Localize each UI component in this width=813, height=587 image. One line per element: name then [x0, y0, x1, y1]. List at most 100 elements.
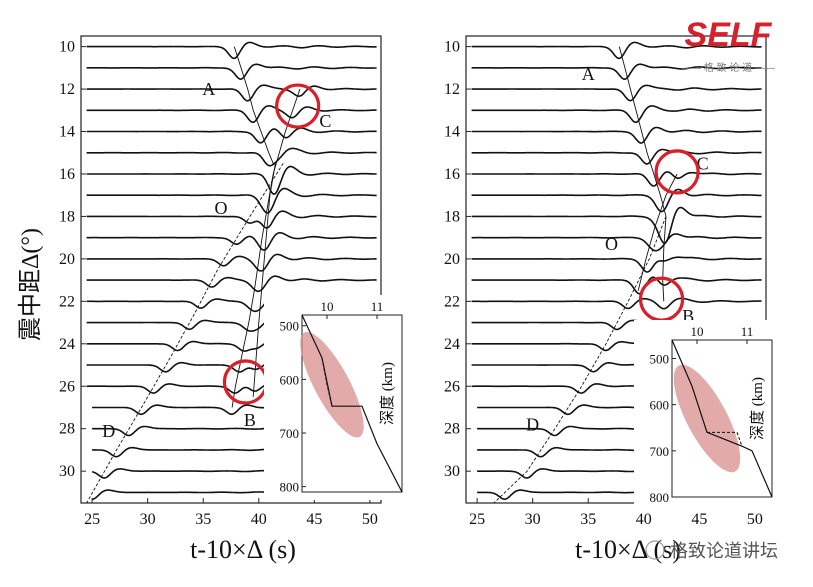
- inset-x-tick-label: 11: [371, 299, 384, 314]
- travel-time-branch: [493, 216, 667, 504]
- y-tick-label: 22: [444, 293, 460, 310]
- y-tick-label: 10: [444, 39, 460, 56]
- x-tick-label: 40: [636, 511, 652, 528]
- travel-time-branch: [637, 173, 678, 291]
- y-tick-label: 16: [444, 166, 460, 183]
- x-tick-label: 45: [306, 511, 322, 528]
- branch-label: C: [319, 111, 331, 131]
- branch-label: B: [244, 410, 256, 430]
- seismic-trace: [471, 63, 762, 80]
- seismic-trace: [86, 165, 377, 195]
- seismic-trace: [86, 63, 377, 81]
- x-tick-label: 40: [251, 511, 267, 528]
- seismic-trace: [86, 127, 377, 144]
- inset-x-tick-label: 10: [691, 324, 704, 339]
- y-tick-label: 24: [59, 336, 75, 353]
- slab-ellipse: [300, 331, 364, 438]
- seismic-trace: [471, 105, 762, 124]
- inset-y-tick-label: 800: [650, 490, 670, 505]
- x-tick-label: 45: [691, 511, 707, 528]
- inset-x-tick-label: 10: [321, 299, 334, 314]
- x-tick-label: 35: [195, 511, 211, 528]
- travel-time-branch: [86, 163, 284, 504]
- branch-label: D: [526, 414, 539, 434]
- plot-frame: [80, 35, 382, 504]
- seismic-trace: [471, 233, 762, 252]
- inset-y-tick-label: 500: [650, 351, 670, 366]
- x-axis-label: t-10×Δ (s): [575, 535, 681, 564]
- x-tick-label: 50: [747, 511, 763, 528]
- panel-right: 25 30 35 40 45 50 10 12 14 16 18 20 22 24 26 28 30 t-10×Δ…: [444, 35, 779, 564]
- inset-y-axis-label: 深度 (km): [379, 362, 396, 425]
- y-tick-label: 30: [444, 463, 460, 480]
- branch-label: A: [202, 79, 215, 99]
- x-axis-label: t-10×Δ (s): [190, 535, 296, 564]
- inset-y-tick-label: 500: [280, 319, 300, 334]
- velocity-profile-alt: [321, 357, 333, 407]
- inset-y-tick-label: 600: [280, 372, 300, 387]
- velocity-profile-alt: [707, 431, 743, 447]
- seismic-trace: [86, 253, 377, 272]
- x-tick-label: 50: [362, 511, 378, 528]
- slab-ellipse: [673, 364, 741, 473]
- logo-subtitle: —— 格 致 论 道 ——: [681, 61, 775, 74]
- y-tick-label: 12: [444, 81, 460, 98]
- y-tick-label: 20: [59, 251, 75, 268]
- travel-time-branch: [618, 46, 667, 217]
- y-tick-label: 18: [444, 208, 460, 225]
- seismic-trace: [86, 147, 377, 167]
- x-tick-label: 30: [525, 511, 541, 528]
- seismic-trace: [471, 126, 762, 144]
- y-axis-label: 震中距Δ(°): [17, 228, 44, 341]
- y-tick-label: 12: [59, 81, 75, 98]
- y-tick-label: 26: [59, 378, 75, 395]
- x-tick-label: 30: [140, 511, 156, 528]
- watermark: 格致论道讲坛: [645, 540, 778, 561]
- plot-frame: [465, 35, 767, 504]
- branch-label: C: [697, 153, 709, 173]
- seismic-trace: [471, 206, 762, 244]
- seismic-trace: [86, 275, 377, 293]
- y-tick-label: 28: [59, 421, 75, 438]
- self-logo: SELF —— 格 致 论 道 ——: [681, 16, 775, 74]
- y-tick-label: 26: [444, 378, 460, 395]
- travel-time-branch: [231, 88, 301, 408]
- seismic-trace: [86, 84, 377, 102]
- velocity-profile: [671, 339, 773, 498]
- logo-title: SELF: [685, 16, 773, 54]
- highlight-circle: [275, 83, 321, 129]
- wechat-icon: [645, 540, 665, 560]
- y-tick-label: 14: [444, 124, 460, 141]
- seismic-trace: [471, 276, 762, 295]
- x-tick-label: 25: [469, 511, 485, 528]
- seismic-trace: [86, 41, 377, 60]
- seismic-trace: [471, 188, 762, 213]
- x-tick-label: 25: [84, 511, 100, 528]
- seismic-trace: [471, 297, 762, 310]
- y-tick-label: 20: [444, 251, 460, 268]
- highlight-circle: [654, 149, 700, 195]
- inset-y-tick-label: 800: [280, 480, 300, 495]
- y-tick-label: 28: [444, 421, 460, 438]
- seismic-trace: [86, 187, 377, 214]
- seismic-trace: [86, 232, 377, 251]
- y-tick-label: 14: [59, 124, 75, 141]
- branch-label: D: [102, 421, 115, 441]
- inset-y-axis-label: 深度 (km): [749, 377, 766, 440]
- branch-label: O: [605, 234, 618, 254]
- inset-y-tick-label: 700: [650, 444, 670, 459]
- inset-x-tick-label: 11: [741, 324, 754, 339]
- inset-y-tick-label: 600: [650, 398, 670, 413]
- velocity-profile: [301, 314, 403, 493]
- travel-time-branch: [662, 216, 667, 302]
- branch-label: O: [215, 198, 228, 218]
- branch-label: A: [582, 64, 595, 84]
- seismic-trace: [471, 41, 762, 60]
- y-tick-label: 10: [59, 39, 75, 56]
- seismic-trace: [471, 148, 762, 165]
- seismic-trace: [471, 256, 762, 273]
- travel-time-branch: [252, 163, 276, 397]
- seismic-trace: [471, 84, 762, 102]
- y-tick-label: 22: [59, 293, 75, 310]
